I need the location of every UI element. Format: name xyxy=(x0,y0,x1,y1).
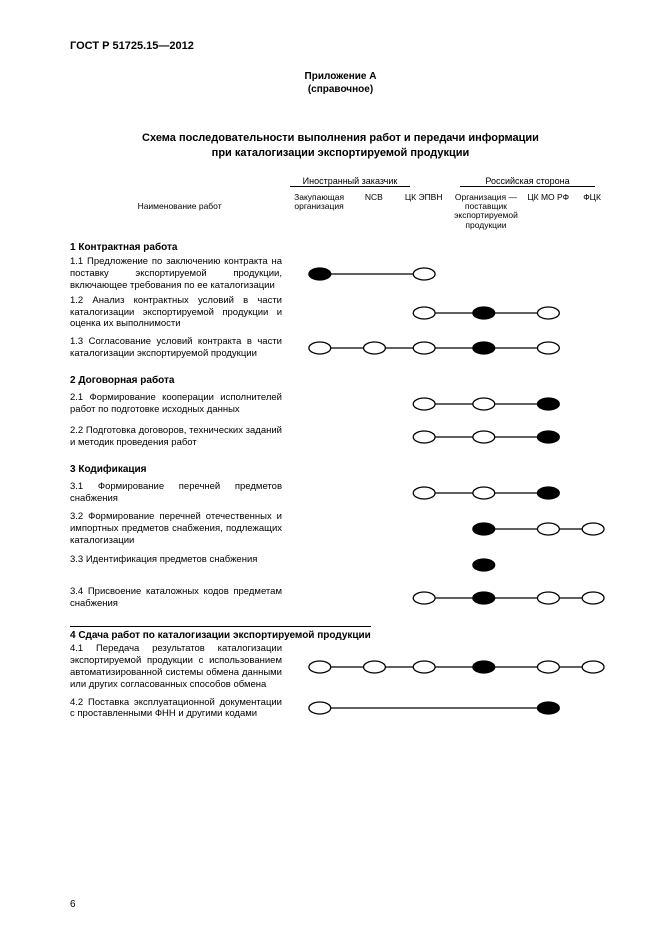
column-headers: Наименование работ Закупающая организаци… xyxy=(70,193,611,230)
row-2-1-diagram xyxy=(290,389,611,419)
row-4-2-text: 4.2 Поставка эксплуатационной документац… xyxy=(70,697,290,721)
section-4-head: 4 Сдача работ по каталогизации экспортир… xyxy=(70,626,371,641)
row-1-2: 1.2 Анализ контрактных условий в части к… xyxy=(70,295,611,331)
row-1-1-text: 1.1 Предложение по заключению контракта … xyxy=(70,256,290,292)
header-c2: NCB xyxy=(349,193,399,202)
main-title: Схема последовательности выполнения рабо… xyxy=(70,131,611,161)
row-4-1: 4.1 Передача результатов катало­гизации … xyxy=(70,643,611,691)
row-3-4: 3.4 Присвоение каталожных кодов предмета… xyxy=(70,583,611,613)
row-3-2-text: 3.2 Формирование перечней оте­чественных… xyxy=(70,511,290,547)
title-line2: при каталогизации экспортируемой продукц… xyxy=(70,146,611,161)
row-3-4-text: 3.4 Присвоение каталожных кодов предмета… xyxy=(70,586,290,610)
document-id: ГОСТ Р 51725.15—2012 xyxy=(70,40,611,52)
row-3-1-text: 3.1 Формирование перечней пред­метов сна… xyxy=(70,481,290,505)
row-2-1: 2.1 Формирование кооперации ис­полнителе… xyxy=(70,389,611,419)
header-c4: Организация — поставщик экспортируемой п… xyxy=(449,193,524,230)
section-1-head: 1 Контрактная работа xyxy=(70,242,611,253)
row-2-2-diagram xyxy=(290,422,611,452)
row-2-1-text: 2.1 Формирование кооперации ис­полнителе… xyxy=(70,392,290,416)
row-2-2-text: 2.2 Подготовка договоров, техни­ческих з… xyxy=(70,425,290,449)
row-1-3: 1.3 Согласование условий кон­тракта в ча… xyxy=(70,333,611,363)
row-3-3: 3.3 Идентификация предметов снабжения xyxy=(70,550,611,580)
group-foreign: Иностранный заказчик xyxy=(290,176,410,187)
row-1-3-diagram xyxy=(290,333,611,363)
appendix-block: Приложение А (справочное) xyxy=(70,70,611,96)
header-c6: ФЦК xyxy=(573,193,611,202)
row-3-1-diagram xyxy=(290,478,611,508)
row-3-1: 3.1 Формирование перечней пред­метов сна… xyxy=(70,478,611,508)
row-4-2: 4.2 Поставка эксплуатационной документац… xyxy=(70,693,611,723)
row-3-3-diagram xyxy=(290,550,611,580)
section-2-head: 2 Договорная работа xyxy=(70,375,611,386)
row-1-2-diagram xyxy=(290,298,611,328)
appendix-title: Приложение А xyxy=(70,70,611,83)
page-number: 6 xyxy=(70,899,76,910)
row-1-2-text: 1.2 Анализ контрактных условий в части к… xyxy=(70,295,290,331)
section-3-head: 3 Кодификация xyxy=(70,464,611,475)
group-header-row: Иностранный заказчик Российская сторона xyxy=(70,176,611,187)
header-c1: Закупающая организация xyxy=(289,193,349,212)
row-3-2-diagram xyxy=(290,514,611,544)
row-1-1: 1.1 Предложение по заключению контракта … xyxy=(70,256,611,292)
row-4-1-text: 4.1 Передача результатов катало­гизации … xyxy=(70,643,290,691)
row-4-1-diagram xyxy=(290,652,611,682)
appendix-sub: (справочное) xyxy=(70,83,611,96)
group-russian: Российская сторона xyxy=(460,176,595,187)
header-c5: ЦК МО РФ xyxy=(523,193,573,202)
row-1-1-diagram xyxy=(290,259,611,289)
header-name: Наименование работ xyxy=(70,193,289,211)
row-1-3-text: 1.3 Согласование условий кон­тракта в ча… xyxy=(70,336,290,360)
row-3-2: 3.2 Формирование перечней оте­чественных… xyxy=(70,511,611,547)
title-line1: Схема последовательности выполнения рабо… xyxy=(70,131,611,146)
row-3-3-text: 3.3 Идентификация предметов снабжения xyxy=(70,554,290,576)
row-3-4-diagram xyxy=(290,583,611,613)
header-c3: ЦК ЭПВН xyxy=(399,193,449,202)
row-2-2: 2.2 Подготовка договоров, техни­ческих з… xyxy=(70,422,611,452)
row-4-2-diagram xyxy=(290,693,611,723)
